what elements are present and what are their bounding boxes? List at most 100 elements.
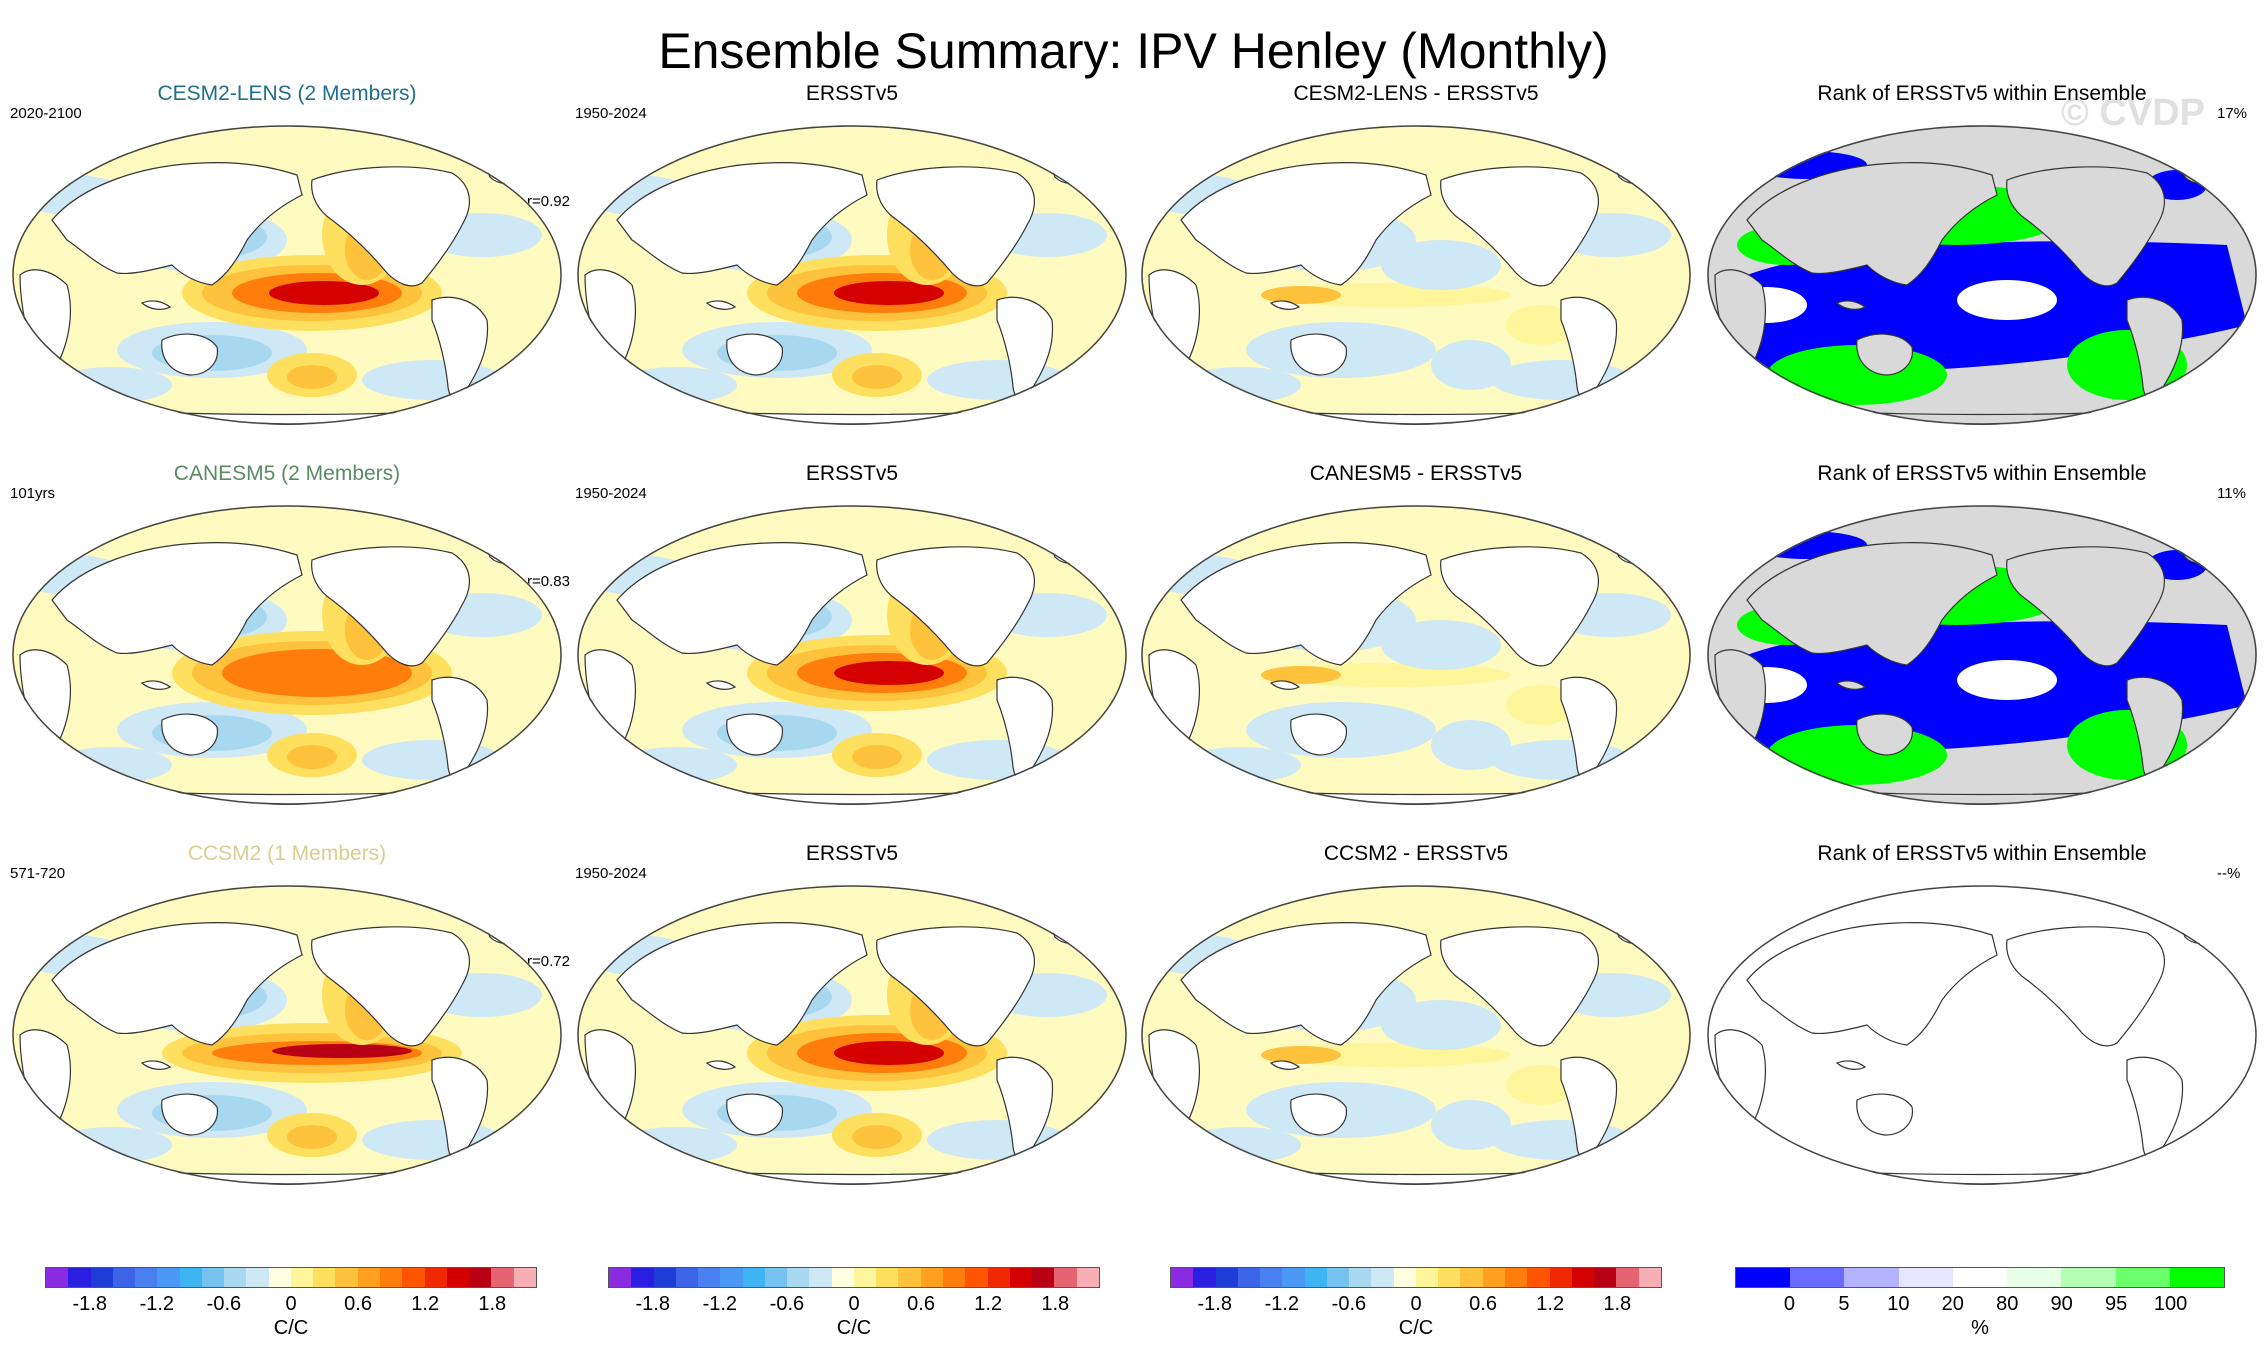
colorbar-swatch [1527,1268,1550,1287]
colorbar-swatch [224,1268,247,1287]
colorbar-unit-label: % [1971,1317,1989,1339]
colorbar-swatches [45,1267,537,1288]
colorbar-swatches [1735,1267,2225,1288]
colorbar-tick-label: 90 [2050,1293,2073,1315]
colorbar-swatch [609,1268,632,1287]
colorbar-tick-label: 0.6 [344,1293,372,1315]
model-map [12,125,562,425]
colorbar-tick-label: -1.8 [635,1293,670,1315]
colorbar-tick-label: -0.6 [206,1293,242,1315]
colorbar-swatch [1504,1268,1528,1287]
colorbar-swatch [2061,1268,2116,1287]
colorbar-swatch [290,1268,314,1287]
colorbar-swatch [379,1268,403,1287]
colorbar: -1.8 -1.2 -0.6 0 0.6 1.2 1.8 C/C [1170,1267,1662,1357]
colorbar-swatch [2115,1268,2170,1287]
colorbar-swatch [1237,1268,1261,1287]
colorbar-swatch [469,1268,492,1287]
colorbar-swatch [1594,1268,1617,1287]
diff-map [1141,885,1691,1185]
colorbar-swatch [1638,1268,1661,1287]
colorbar-swatch [179,1268,202,1287]
model-panel-title: CCSM2 (1 Members) [187,842,387,865]
obs-period-label: 1950-2024 [575,865,647,882]
colorbar-swatch [965,1268,988,1287]
colorbar-swatch [698,1268,721,1287]
colorbar-tick-label: 0 [1410,1293,1422,1315]
model-map [12,505,562,805]
colorbar-swatch [246,1268,269,1287]
colorbar-swatch [1054,1268,1077,1287]
colorbar-swatch [1844,1268,1899,1287]
colorbar-swatch [446,1268,470,1287]
colorbar-tick-label: 0 [285,1293,297,1315]
obs-map [577,125,1127,425]
colorbar-swatch [987,1268,1010,1287]
colorbar-swatch [1898,1268,1953,1287]
rank-panel-title: Rank of ERSSTv5 within Ensemble [1817,82,2147,105]
colorbar-swatch [1736,1268,1791,1287]
rank-map [1707,505,2257,805]
colorbar-tick-label: 100 [2153,1293,2188,1315]
colorbar-swatch [335,1268,358,1287]
colorbar-swatch [2007,1268,2062,1287]
colorbar-swatch [90,1268,113,1287]
model-panel-title: CANESM5 (2 Members) [173,462,401,485]
colorbar-tick-label: -1.8 [1197,1293,1232,1315]
colorbar-swatch [46,1268,69,1287]
colorbar-unit-label: C/C [1398,1317,1434,1339]
rank-percent: 11% [2217,485,2246,502]
colorbar-swatch [1549,1268,1572,1287]
rank-percent: --% [2217,865,2241,882]
colorbar-swatch [513,1268,536,1287]
colorbar-tick-label: -1.8 [72,1293,107,1315]
colorbar-swatch [1304,1268,1327,1287]
colorbar-swatch [631,1268,654,1287]
figure-title: Ensemble Summary: IPV Henley (Monthly) [658,23,1609,79]
diff-map [1141,125,1691,425]
watermark: © CVDP [2060,92,2205,134]
colorbar-swatch [809,1268,832,1287]
colorbar-swatch [1790,1268,1845,1287]
colorbar-swatch [942,1268,966,1287]
obs-panel-title: ERSSTv5 [805,462,899,485]
pattern-correlation: r=0.72 [527,953,570,970]
obs-panel-title: ERSSTv5 [805,842,899,865]
colorbar: -1.8 -1.2 -0.6 0 0.6 1.2 1.8 C/C [45,1267,537,1357]
colorbar-tick-label: 80 [1996,1293,2019,1315]
colorbar-tick-label: -0.6 [1331,1293,1367,1315]
colorbar-swatch [1415,1268,1439,1287]
colorbar-swatches [608,1267,1100,1288]
colorbar-swatch [831,1268,854,1287]
rank-map [1707,885,2257,1185]
colorbar-swatch [402,1268,425,1287]
colorbar-swatch [424,1268,447,1287]
obs-map [577,505,1127,805]
colorbar-swatch [1349,1268,1372,1287]
colorbar-swatch [357,1268,380,1287]
colorbar-swatch [1460,1268,1483,1287]
diff-panel-title: CESM2-LENS - ERSSTv5 [1293,82,1539,105]
colorbar-swatch [201,1268,225,1287]
diff-map [1141,505,1691,805]
colorbar-unit-label: C/C [273,1317,309,1339]
colorbar-swatch [853,1268,877,1287]
colorbar-swatch [720,1268,743,1287]
colorbar-swatch [2169,1268,2224,1287]
colorbar-swatch [1260,1268,1283,1287]
obs-period-label: 1950-2024 [575,105,647,122]
colorbar-swatch [1482,1268,1505,1287]
pattern-correlation: r=0.92 [527,193,570,210]
colorbar-swatch [1371,1268,1394,1287]
rank-map [1707,125,2257,425]
colorbar-swatch [876,1268,899,1287]
rank-panel-title: Rank of ERSSTv5 within Ensemble [1817,842,2147,865]
colorbar-swatch [653,1268,676,1287]
colorbar: 0 5 10 20 80 90 95 100% [1735,1267,2225,1357]
colorbar-swatch [1616,1268,1639,1287]
colorbar-swatch [1076,1268,1099,1287]
model-panel-title: CESM2-LENS (2 Members) [157,82,417,105]
colorbar-swatch [1326,1268,1350,1287]
colorbar-swatch [787,1268,810,1287]
colorbar-swatch [1438,1268,1461,1287]
